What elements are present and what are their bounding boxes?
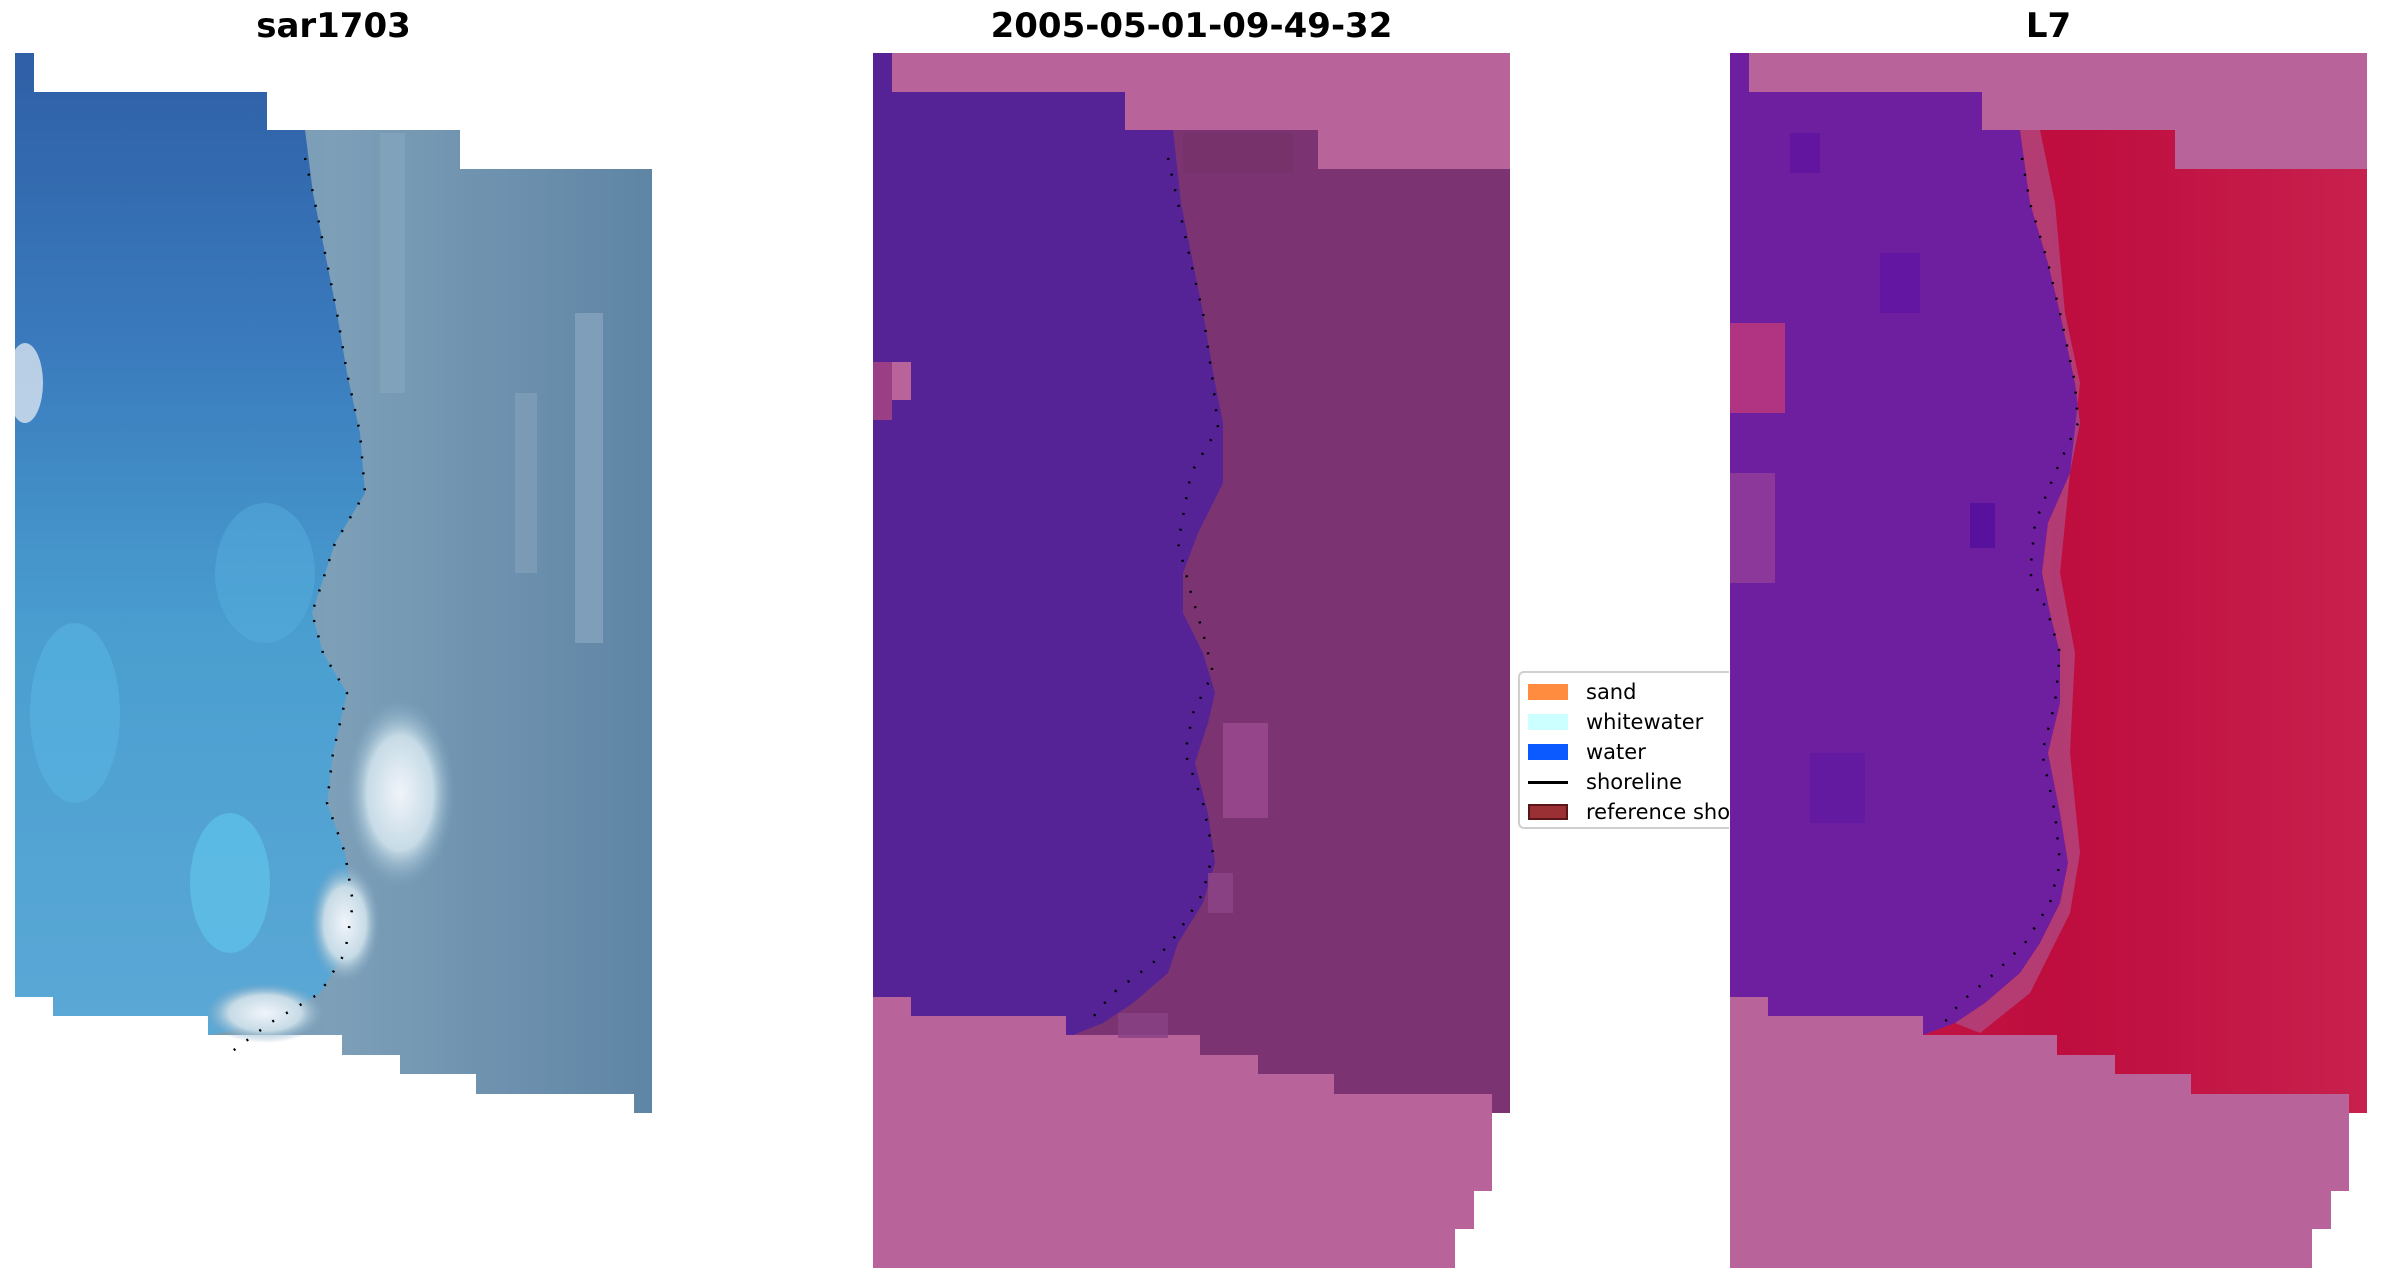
panel-title-left: sar1703 — [256, 6, 411, 46]
legend-color-swatch — [1528, 714, 1568, 730]
legend-label: sand — [1586, 680, 1637, 704]
legend-item-shoreline: shoreline — [1528, 767, 1729, 797]
legend-color-swatch — [1528, 804, 1568, 820]
legend-label: water — [1586, 740, 1646, 764]
legend-color-swatch — [1528, 744, 1568, 760]
rgb-image — [15, 53, 652, 1113]
legend-item-water: water — [1528, 737, 1729, 767]
classified-image — [873, 53, 1510, 1268]
legend-item-reference-sho: reference sho — [1528, 797, 1729, 827]
legend-item-whitewater: whitewater — [1528, 707, 1729, 737]
legend-line-swatch — [1528, 780, 1568, 784]
legend-label: whitewater — [1586, 710, 1704, 734]
legend-color-swatch — [1528, 684, 1568, 700]
rgb-image-panel — [15, 53, 652, 1268]
legend-label: reference sho — [1586, 800, 1729, 824]
index-image — [1730, 53, 2367, 1268]
panel-title-middle: 2005-05-01-09-49-32 — [990, 6, 1393, 46]
legend: sand whitewater water shoreline reference sh… — [1518, 671, 1729, 829]
index-image-panel — [1730, 53, 2367, 1268]
panel-title-right: L7 — [2025, 6, 2072, 46]
classified-image-panel — [873, 53, 1510, 1268]
legend-item-sand: sand — [1528, 677, 1729, 707]
legend-label: shoreline — [1586, 770, 1683, 794]
